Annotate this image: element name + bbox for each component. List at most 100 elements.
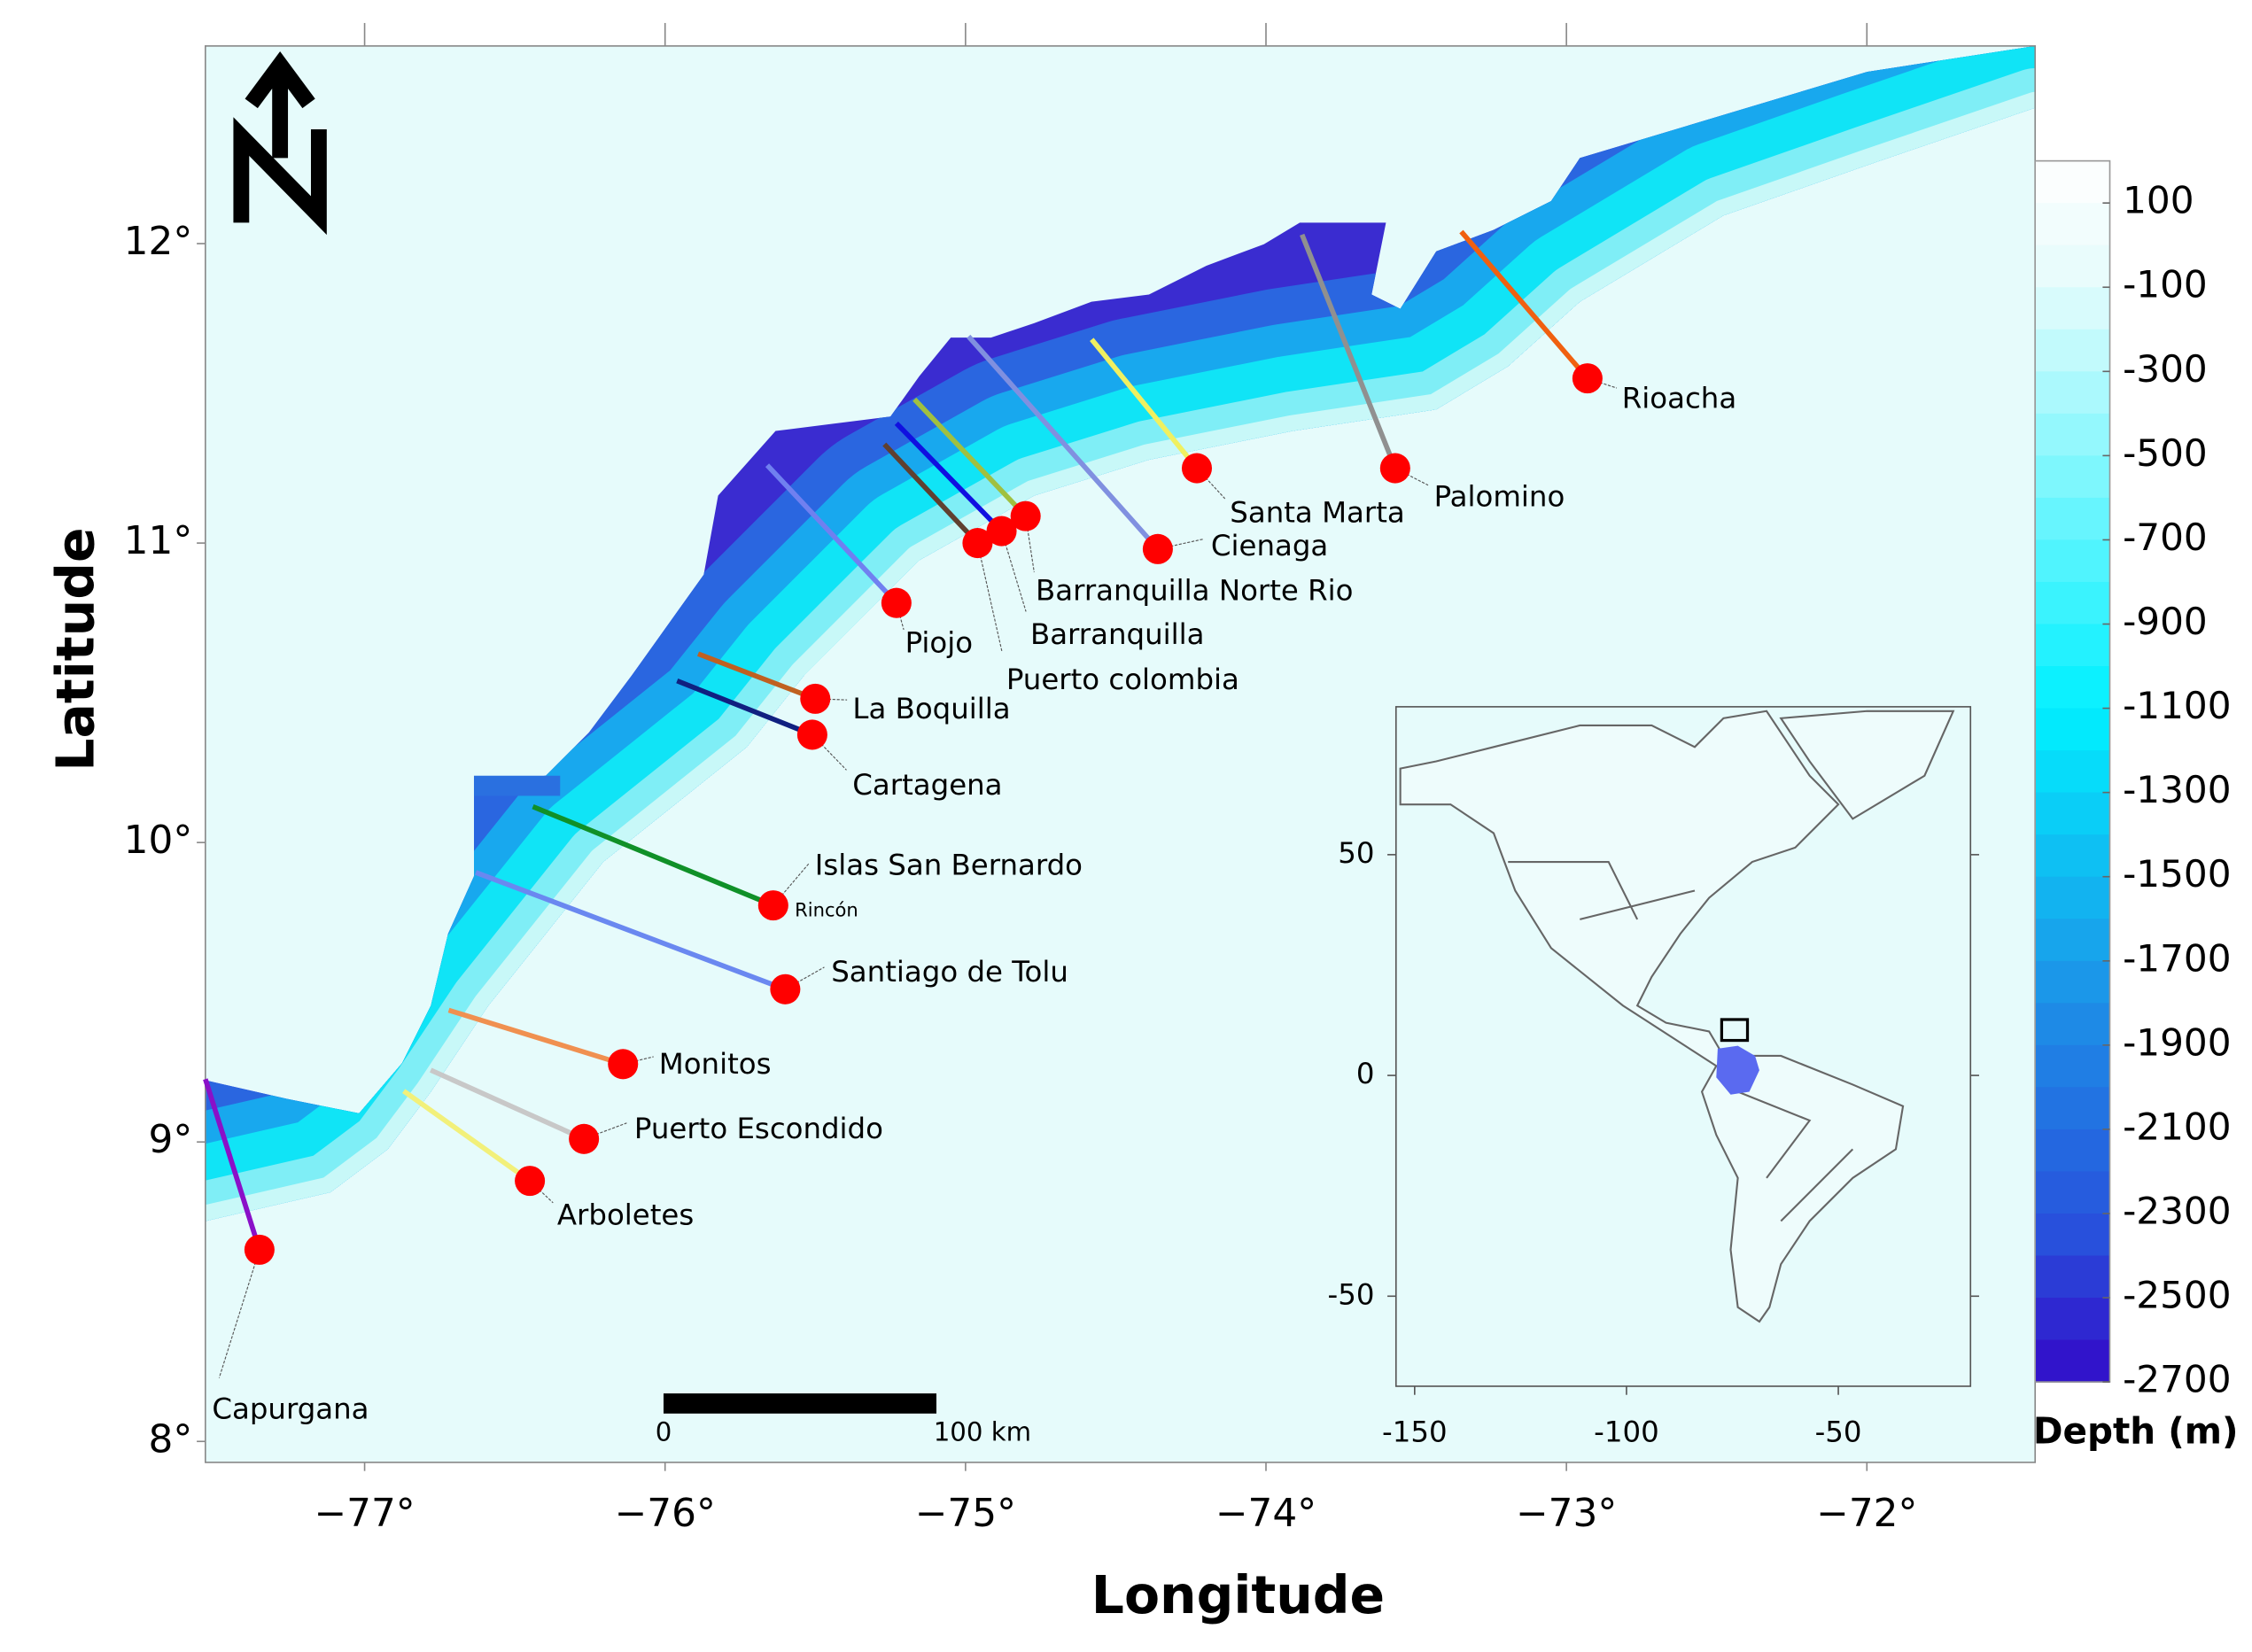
station-label: Cienaga: [1211, 529, 1328, 562]
inset-x-tick-label: -100: [1594, 1415, 1659, 1448]
colorbar-tick-label: 100: [2123, 179, 2194, 222]
transect: [967, 334, 1161, 551]
colorbar-frame: [2034, 159, 2111, 1383]
transect: [430, 1067, 586, 1142]
scale-bar: [663, 1393, 937, 1414]
station-label: Islas San Bernardo: [815, 848, 1083, 881]
transect: [475, 870, 787, 992]
station-label: Puerto colombia: [1006, 663, 1239, 696]
colorbar-title: Depth (m): [2033, 1409, 2239, 1452]
colorbar-tick-label: -1100: [2123, 684, 2231, 727]
x-tick-label: −72°: [1816, 1491, 1917, 1536]
y-tick-label: 8°: [149, 1416, 193, 1462]
leader-line: [218, 1249, 260, 1378]
inset-study-area: [1720, 1018, 1750, 1043]
colorbar-tick-label: -1300: [2123, 768, 2231, 811]
colorbar-segment: [2035, 792, 2110, 835]
station-label: Capurgana: [212, 1392, 369, 1426]
colorbar-segment: [2035, 244, 2110, 289]
colorbar-segment: [2035, 1003, 2110, 1046]
colorbar-segment: [2035, 1044, 2110, 1089]
station-label: Rioacha: [1622, 381, 1736, 415]
transect: [676, 678, 813, 738]
transect: [1300, 233, 1398, 469]
inset-x-tick-label: -50: [1815, 1415, 1862, 1448]
inset-x-tick-label: -150: [1382, 1415, 1448, 1448]
colorbar-segment: [2035, 624, 2110, 667]
station: [515, 1166, 546, 1197]
colorbar-tick-label: -300: [2123, 347, 2208, 391]
station: [881, 587, 912, 618]
station-label: Monitos: [659, 1047, 772, 1081]
station-note: Rincón: [795, 899, 858, 921]
colorbar-segment: [2035, 1087, 2110, 1130]
colorbar-segment: [2035, 960, 2110, 1004]
station: [986, 516, 1017, 547]
leader-line: [976, 542, 1003, 652]
colorbar-segment: [2035, 1298, 2110, 1341]
station-label: Cartagena: [852, 768, 1002, 802]
station: [244, 1234, 275, 1265]
transect: [203, 1078, 262, 1251]
station: [757, 890, 788, 921]
north-arrow: [233, 50, 327, 236]
leader-line: [583, 1122, 627, 1140]
transect: [532, 803, 774, 908]
transect: [765, 463, 898, 605]
colorbar-segment: [2035, 708, 2110, 751]
leader-line: [785, 966, 825, 990]
colorbar-tick-label: -2100: [2123, 1105, 2231, 1148]
colorbar-segment: [2035, 329, 2110, 373]
x-tick-label: −75°: [915, 1491, 1016, 1536]
colorbar-tick-label: -500: [2123, 431, 2208, 475]
inset-y-tick-label: 0: [1356, 1057, 1375, 1090]
scale-bar-label: 0: [656, 1416, 672, 1446]
colorbar-segment: [2035, 1339, 2110, 1383]
station: [800, 683, 831, 714]
colorbar-segment: [2035, 919, 2110, 962]
transect: [402, 1089, 532, 1183]
colorbar-segment: [2035, 750, 2110, 794]
colorbar-segment: [2035, 413, 2110, 457]
colorbar-tick-label: -1900: [2123, 1020, 2231, 1064]
station: [569, 1123, 600, 1154]
station-label: Puerto Escondido: [634, 1112, 883, 1145]
station: [796, 719, 827, 750]
leader-line: [811, 734, 847, 771]
colorbar-segment: [2035, 160, 2110, 204]
colorbar-segment: [2035, 876, 2110, 920]
colorbar-segment: [2035, 1255, 2110, 1299]
colorbar-segment: [2035, 1128, 2110, 1173]
colorbar-segment: [2035, 371, 2110, 415]
colorbar-tick-label: -2700: [2123, 1358, 2231, 1401]
colorbar-segment: [2035, 1213, 2110, 1257]
transect: [894, 421, 1004, 533]
colorbar-segment: [2035, 455, 2110, 499]
inset-colombia: [1716, 1045, 1759, 1095]
station-label: La Boquilla: [852, 692, 1010, 725]
transect: [447, 1007, 625, 1067]
station: [962, 528, 993, 559]
transect: [1459, 229, 1590, 380]
leader-line: [1157, 539, 1204, 550]
station-label: Palomino: [1434, 480, 1565, 514]
transects: [203, 229, 1590, 1251]
inset-continents: [1399, 710, 1955, 1323]
y-tick-label: 10°: [124, 818, 193, 863]
inset-y-tick-label: -50: [1328, 1277, 1375, 1311]
inset-y-tick-label: 50: [1338, 836, 1374, 870]
colorbar-tick-label: -100: [2123, 263, 2208, 306]
station-label: Barranquilla: [1030, 617, 1205, 651]
transect: [912, 397, 1028, 518]
transect: [697, 651, 817, 702]
colorbar-tick-label: -1700: [2123, 936, 2231, 980]
y-tick-label: 12°: [124, 219, 193, 264]
x-tick-label: −73°: [1516, 1491, 1617, 1536]
colorbar-tick-label: -900: [2123, 600, 2208, 643]
station-label: Barranquilla Norte Rio: [1036, 574, 1353, 608]
transect: [882, 442, 980, 546]
station: [1142, 533, 1173, 564]
colorbar-segment: [2035, 581, 2110, 625]
